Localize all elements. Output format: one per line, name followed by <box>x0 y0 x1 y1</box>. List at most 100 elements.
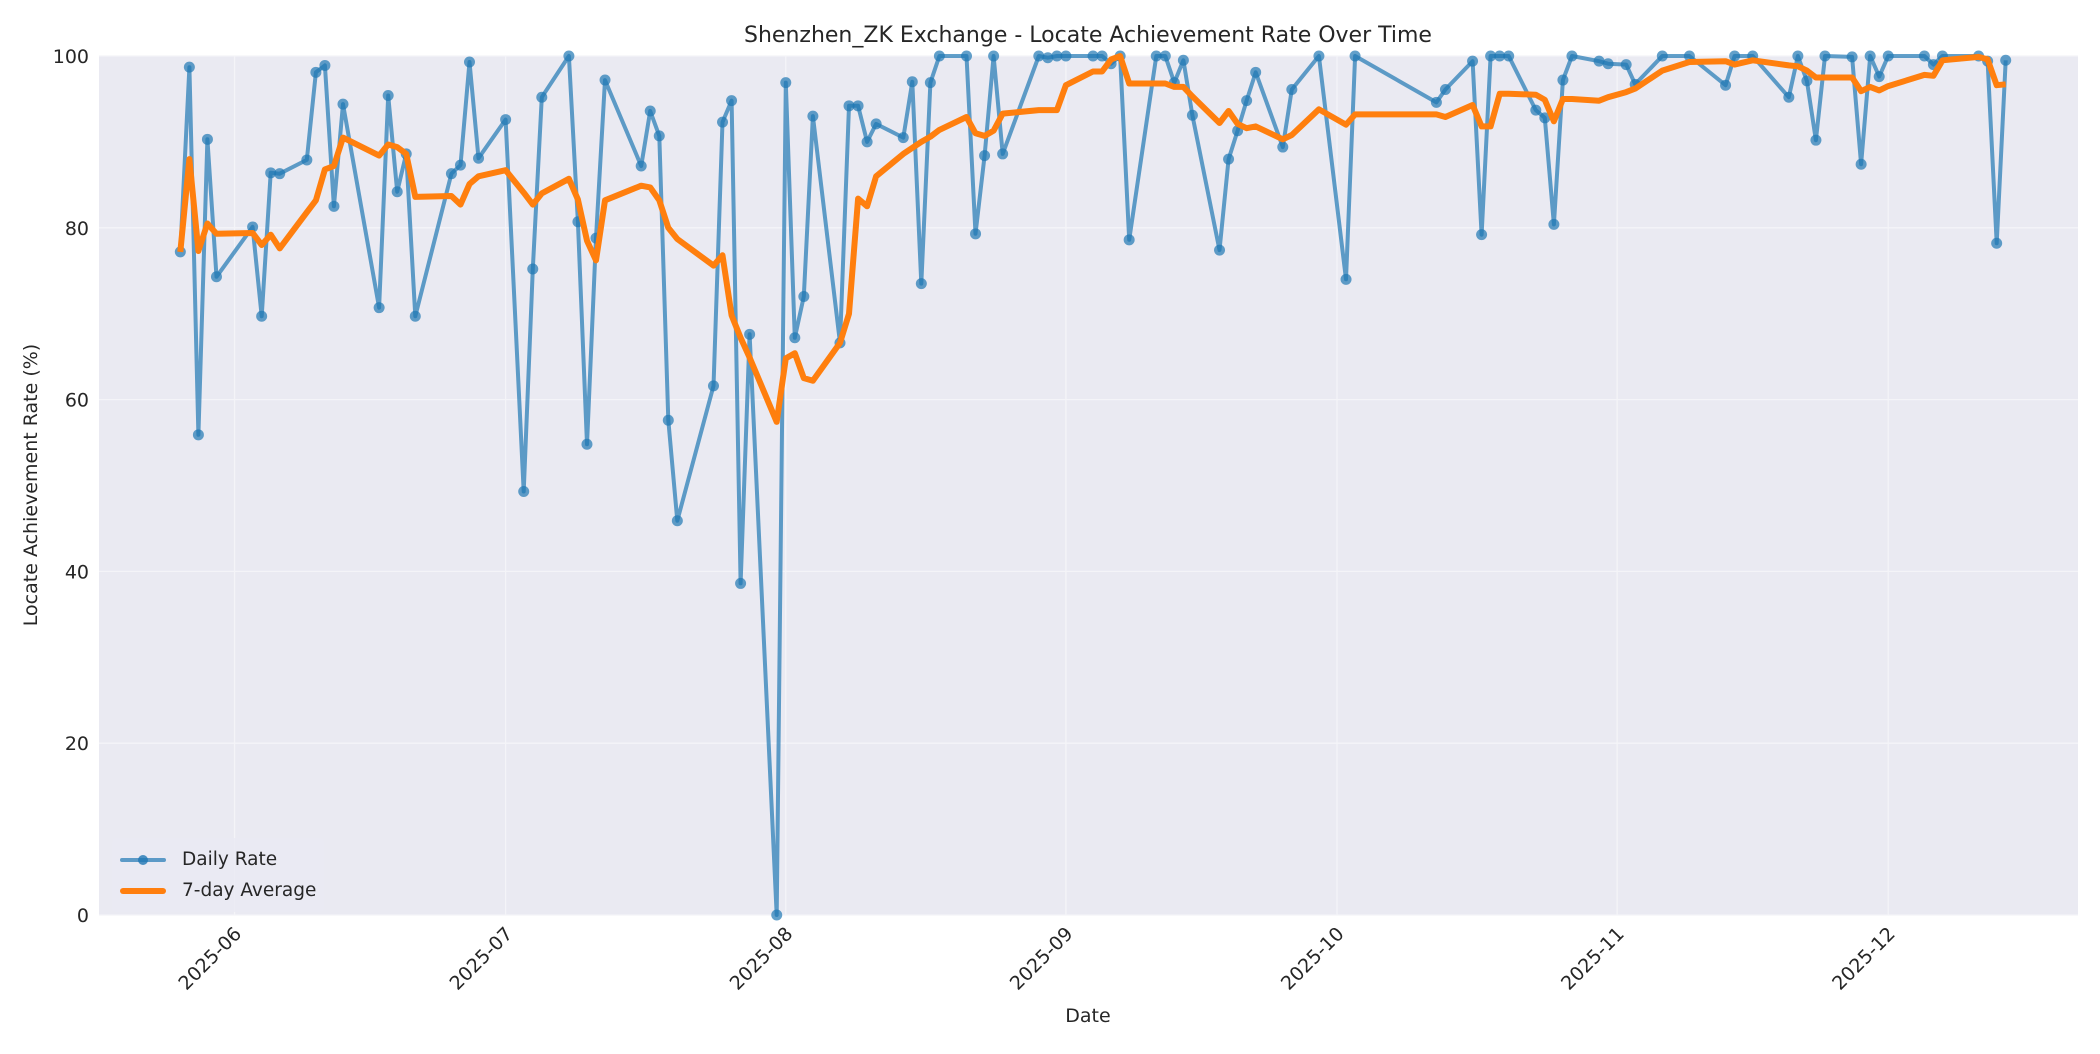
daily-rate-point <box>1250 66 1262 78</box>
daily-rate-point <box>409 310 421 322</box>
daily-rate-point <box>798 291 810 303</box>
daily-rate-point <box>1340 273 1352 285</box>
daily-rate-point <box>671 515 683 527</box>
x-tick-label: 2025-08 <box>726 923 798 995</box>
chart-title: Shenzhen_ZK Exchange - Locate Achievemen… <box>744 23 1432 48</box>
daily-rate-point <box>599 74 611 86</box>
y-tick-label: 80 <box>65 218 89 240</box>
daily-rate-point <box>1096 50 1108 62</box>
daily-rate-point <box>563 50 575 62</box>
x-tick-label: 2025-09 <box>1006 923 1078 995</box>
daily-rate-point <box>1241 95 1253 107</box>
daily-rate-point <box>1177 54 1189 66</box>
daily-rate-series <box>174 50 2012 921</box>
daily-rate-point <box>1286 84 1298 96</box>
daily-rate-point <box>1729 50 1741 62</box>
daily-rate-point <box>581 438 593 450</box>
daily-rate-point <box>970 228 982 240</box>
daily-rate-point <box>1792 50 1804 62</box>
daily-rate-point <box>1186 109 1198 121</box>
legend-item-7day-average: 7-day Average <box>120 875 316 906</box>
daily-rate-point <box>500 114 512 126</box>
daily-rate-point <box>662 414 674 426</box>
daily-rate-point <box>382 90 394 102</box>
x-tick-label: 2025-07 <box>445 923 517 995</box>
x-tick-label: 2025-10 <box>1277 923 1349 995</box>
daily-rate-point <box>1503 50 1515 62</box>
daily-rate-point <box>1656 50 1668 62</box>
daily-rate-point <box>897 132 909 144</box>
daily-rate-point <box>1530 104 1542 116</box>
daily-rate-point <box>247 221 259 233</box>
x-tick-label: 2025-06 <box>174 923 246 995</box>
daily-rate-point <box>1051 50 1063 62</box>
daily-rate-line-marker-icon <box>120 850 166 870</box>
daily-rate-point <box>454 159 466 171</box>
daily-rate-point <box>852 100 864 112</box>
series-layer <box>174 50 2012 921</box>
daily-rate-point <box>210 271 222 283</box>
7day-average-line-icon <box>120 881 166 901</box>
daily-rate-point <box>1864 50 1876 62</box>
daily-rate-point <box>1882 50 1894 62</box>
daily-rate-point <box>1439 84 1451 96</box>
daily-rate-point <box>1566 50 1578 62</box>
daily-rate-point <box>997 148 1009 160</box>
daily-rate-point <box>192 429 204 441</box>
daily-rate-point <box>1476 229 1488 241</box>
daily-rate-point <box>1087 50 1099 62</box>
daily-rate-point <box>1918 50 1930 62</box>
daily-rate-point <box>536 91 548 103</box>
daily-rate-point <box>717 116 729 128</box>
daily-rate-point <box>807 110 819 122</box>
daily-rate-point <box>473 152 485 164</box>
daily-rate-point <box>1548 218 1560 230</box>
daily-rate-point <box>1539 112 1551 124</box>
legend-item-daily-rate: Daily Rate <box>120 844 316 875</box>
daily-rate-point <box>906 76 918 88</box>
daily-rate-point <box>1873 71 1885 83</box>
daily-rate-point <box>265 167 277 179</box>
daily-rate-point <box>463 56 475 68</box>
daily-rate-point <box>445 168 457 180</box>
daily-rate-point <box>789 332 801 344</box>
daily-rate-point <box>527 263 539 275</box>
daily-rate-point <box>256 310 268 322</box>
x-tick-label: 2025-11 <box>1557 923 1629 995</box>
x-axis-ticks: 2025-06 2025-07 2025-08 2025-09 2025-10 2025-… <box>174 923 1899 995</box>
daily-rate-point <box>201 133 213 145</box>
daily-rate-point <box>1349 50 1361 62</box>
legend-label-7day-average: 7-day Average <box>182 880 317 901</box>
y-axis-ticks: 0 20 40 60 80 100 <box>53 46 89 927</box>
daily-rate-point <box>183 61 195 73</box>
daily-rate-point <box>1033 50 1045 62</box>
daily-rate-point <box>870 118 882 130</box>
daily-rate-point <box>979 150 991 162</box>
daily-rate-point <box>2000 54 2012 66</box>
daily-rate-point <box>1720 79 1732 91</box>
y-axis-label: Locate Achievement Rate (%) <box>20 344 42 626</box>
daily-rate-point <box>1620 59 1632 71</box>
daily-rate-point <box>1783 91 1795 103</box>
daily-rate-point <box>933 50 945 62</box>
daily-rate-point <box>635 160 647 172</box>
x-axis-label: Date <box>1065 1005 1110 1027</box>
daily-rate-point <box>644 105 656 117</box>
daily-rate-point <box>1593 55 1605 67</box>
y-tick-label: 20 <box>65 733 89 755</box>
daily-rate-point <box>1159 50 1171 62</box>
daily-rate-point <box>1683 50 1695 62</box>
daily-rate-point <box>1819 50 1831 62</box>
x-tick-label: 2025-12 <box>1828 923 1900 995</box>
daily-rate-point <box>843 100 855 112</box>
daily-rate-point <box>915 278 927 290</box>
daily-rate-point <box>391 186 403 198</box>
daily-rate-point <box>1430 96 1442 108</box>
daily-rate-point <box>301 154 313 166</box>
y-tick-label: 0 <box>77 905 89 927</box>
daily-rate-point <box>1810 134 1822 146</box>
chart-legend: Daily Rate 7-day Average <box>112 838 325 912</box>
daily-rate-point <box>1855 158 1867 170</box>
